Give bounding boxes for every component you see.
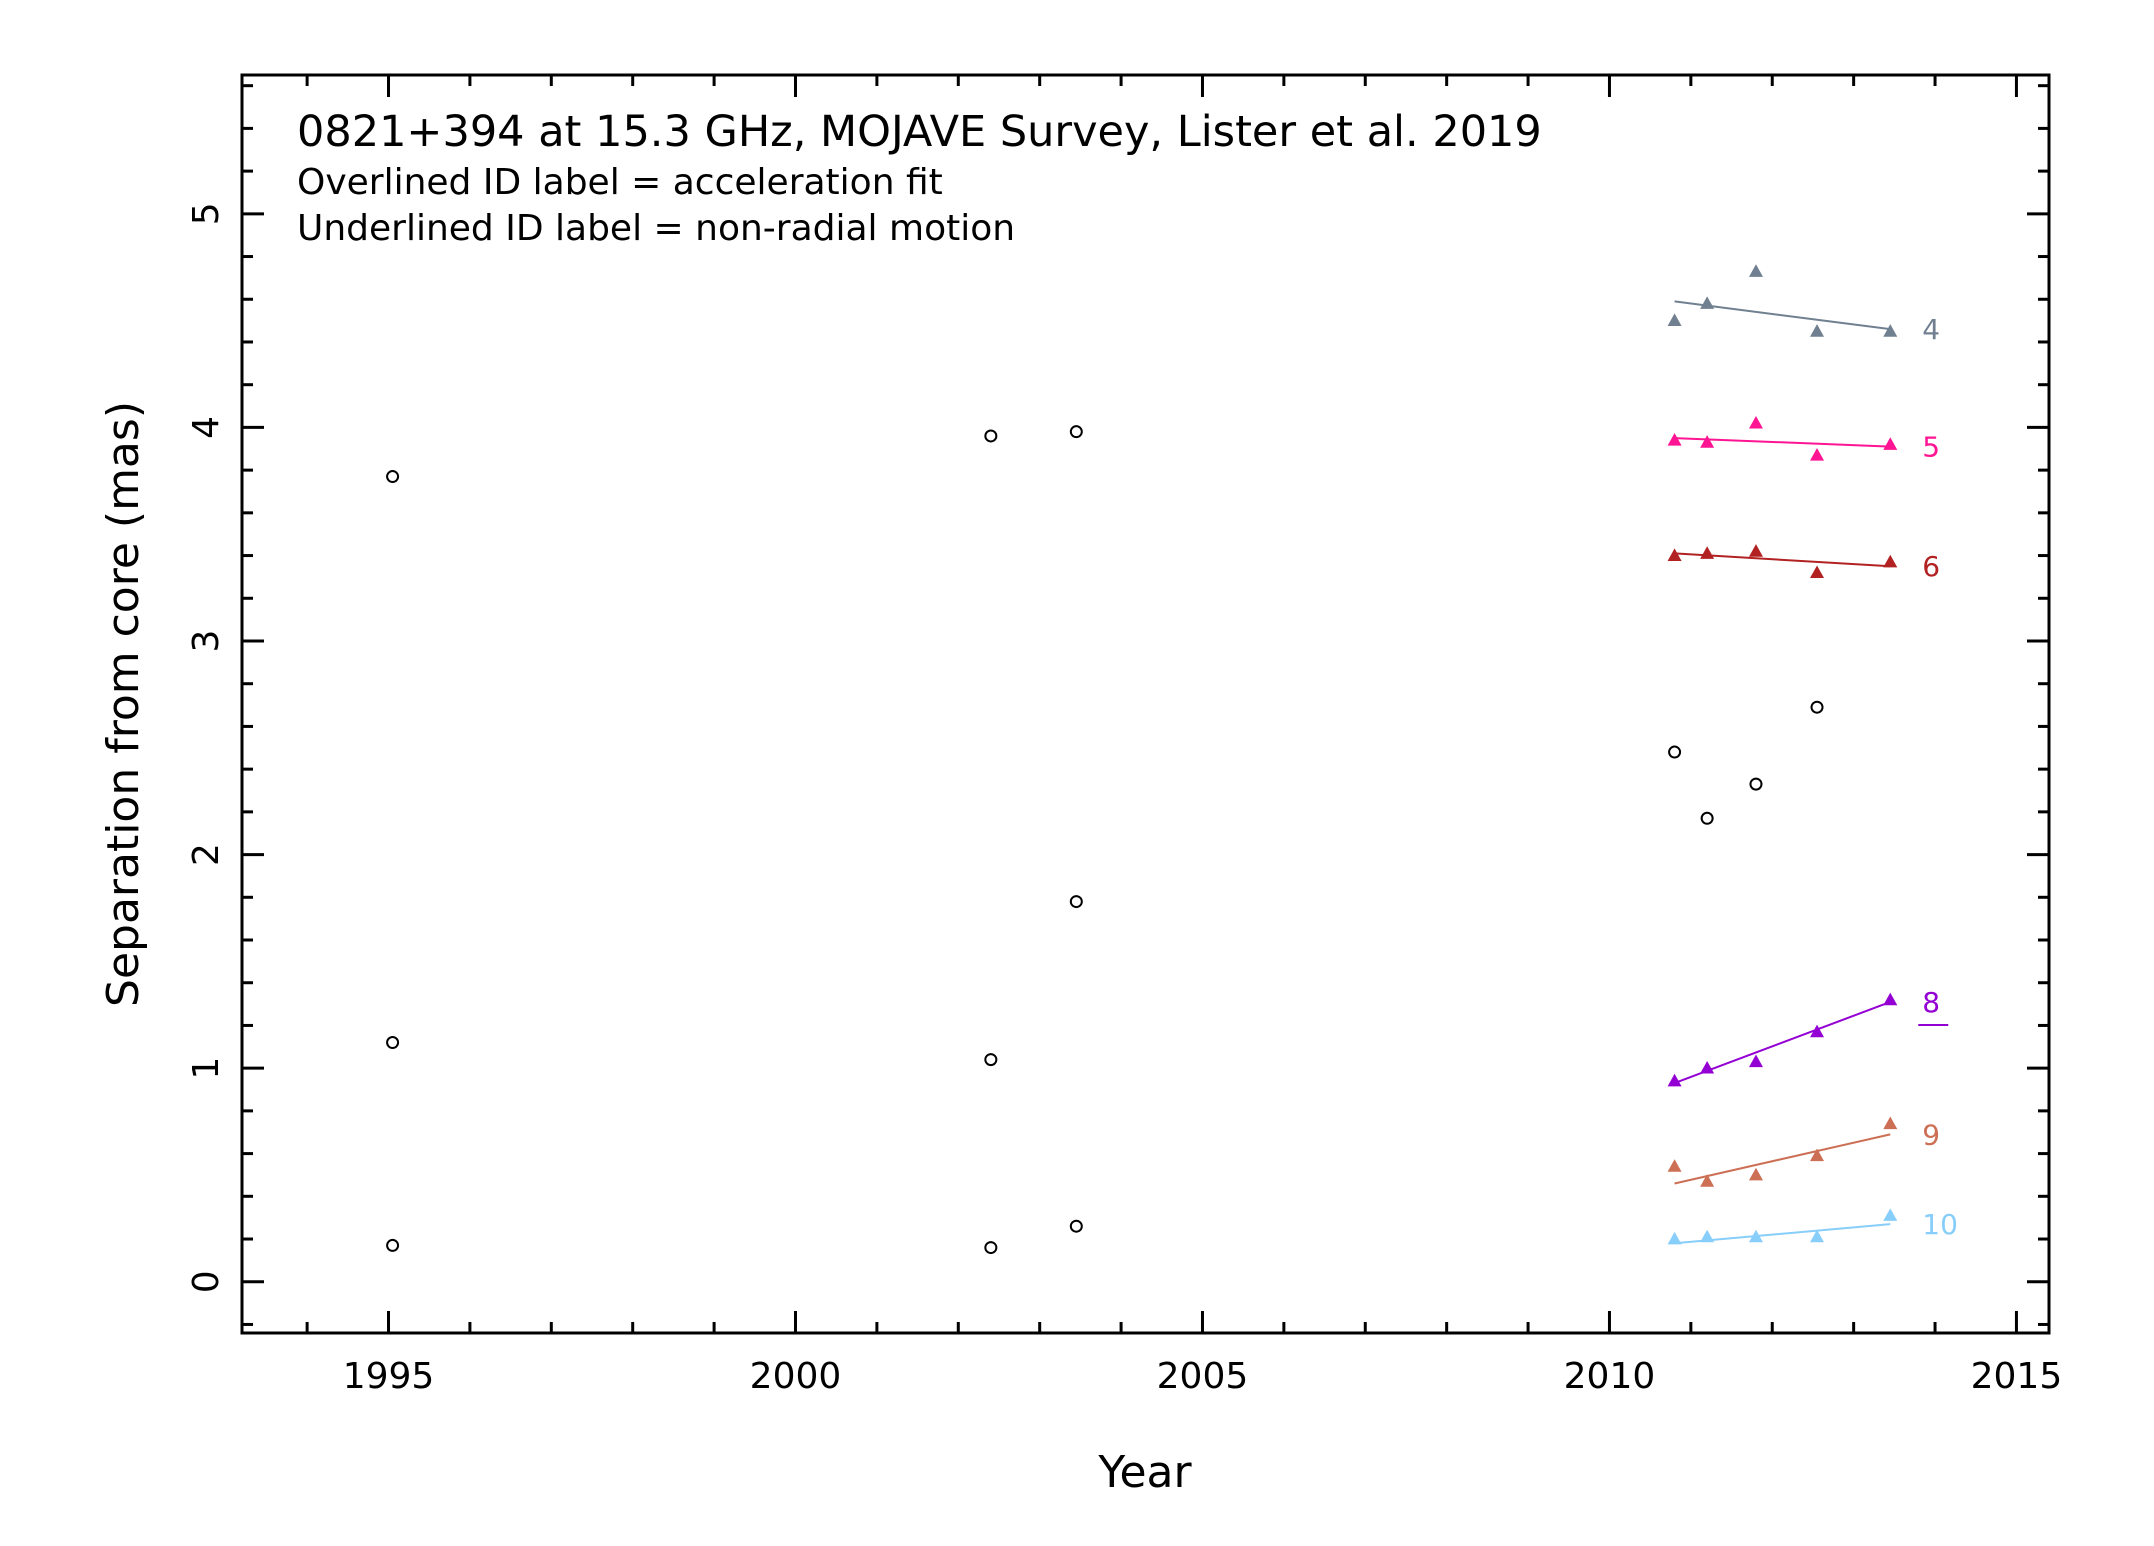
point-10 (1810, 1229, 1825, 1243)
y-tick-label: 0 (186, 1270, 227, 1293)
fit-line-5 (1674, 437, 1891, 448)
point-4 (1700, 296, 1715, 309)
annotation-acceleration: Overlined ID label = acceleration fit (297, 162, 943, 203)
point-5 (1748, 415, 1763, 429)
unfitted-point (1749, 777, 1763, 791)
point-10 (1667, 1231, 1682, 1245)
y-axis-label: Separation from core (mas) (98, 401, 149, 1007)
unfitted-point (984, 1241, 998, 1255)
series-label-8: 8 (1922, 986, 1940, 1019)
point-6 (1700, 546, 1715, 559)
point-5 (1700, 435, 1715, 448)
unfitted-point (1810, 700, 1824, 714)
point-8 (1883, 992, 1898, 1006)
data-points (386, 264, 1898, 1255)
unfitted-point (386, 470, 400, 484)
unfitted-point (984, 429, 998, 443)
x-tick-label: 2000 (750, 1356, 842, 1397)
point-6 (1810, 565, 1825, 579)
unfitted-point (1069, 1219, 1083, 1233)
point-9 (1883, 1116, 1898, 1130)
point-9 (1667, 1159, 1682, 1172)
chart-title: 0821+394 at 15.3 GHz, MOJAVE Survey, Lis… (297, 107, 1542, 157)
x-tick-label: 2005 (1157, 1356, 1249, 1397)
series-label-5: 5 (1922, 431, 1940, 464)
tick-labels: 1995 2000 2005 2010 2015 0 1 2 3 4 5 (186, 202, 2062, 1397)
unfitted-point (1668, 745, 1682, 759)
point-6 (1748, 544, 1763, 557)
point-8 (1667, 1073, 1682, 1087)
unfitted-point (386, 1036, 400, 1050)
y-tick-label: 1 (186, 1057, 227, 1080)
point-10 (1883, 1208, 1898, 1221)
plot-frame (240, 73, 2051, 1335)
unfitted-point (1700, 811, 1714, 825)
point-10 (1748, 1229, 1763, 1243)
series-label-6: 6 (1922, 550, 1940, 583)
x-tick-label: 2015 (1971, 1356, 2063, 1397)
point-8 (1700, 1060, 1715, 1074)
y-tick-label: 4 (186, 416, 227, 439)
y-tick-label: 3 (186, 630, 227, 653)
point-8 (1810, 1024, 1825, 1038)
point-9 (1700, 1174, 1715, 1187)
unfitted-point (386, 1238, 400, 1252)
point-5 (1810, 447, 1825, 461)
axis-ticks (242, 75, 2049, 1333)
point-4 (1667, 313, 1682, 327)
point-8 (1748, 1054, 1763, 1068)
x-tick-label: 2010 (1564, 1356, 1656, 1397)
x-tick-label: 1995 (343, 1356, 435, 1397)
point-10 (1700, 1229, 1715, 1243)
point-4 (1810, 324, 1825, 337)
point-4 (1748, 264, 1763, 277)
y-tick-label: 5 (186, 202, 227, 225)
fit-line-9 (1674, 1133, 1891, 1185)
annotation-nonradial: Underlined ID label = non-radial motion (297, 208, 1015, 249)
point-5 (1667, 433, 1682, 446)
series-label-9: 9 (1922, 1118, 1940, 1151)
point-6 (1667, 548, 1682, 561)
y-tick-label: 2 (186, 843, 227, 866)
unfitted-point (984, 1053, 998, 1067)
series-labels: 4 5 6 8 9 10 (1918, 313, 1958, 1241)
point-9 (1748, 1167, 1763, 1181)
point-9 (1810, 1148, 1825, 1162)
point-6 (1883, 554, 1898, 568)
series-label-10: 10 (1922, 1208, 1958, 1241)
unfitted-point (1069, 425, 1083, 439)
point-4 (1883, 324, 1898, 337)
x-axis-label: Year (1097, 1447, 1192, 1498)
point-5 (1883, 437, 1898, 450)
unfitted-point (1069, 895, 1083, 909)
series-label-4: 4 (1922, 313, 1940, 346)
